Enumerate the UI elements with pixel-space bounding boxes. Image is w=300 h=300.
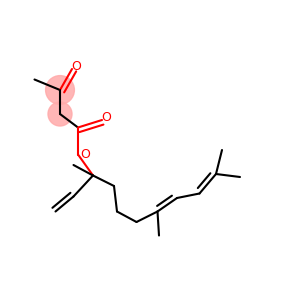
Text: O: O	[102, 111, 111, 124]
Circle shape	[46, 76, 74, 104]
Circle shape	[48, 102, 72, 126]
Text: O: O	[72, 60, 81, 73]
Text: O: O	[81, 148, 90, 161]
